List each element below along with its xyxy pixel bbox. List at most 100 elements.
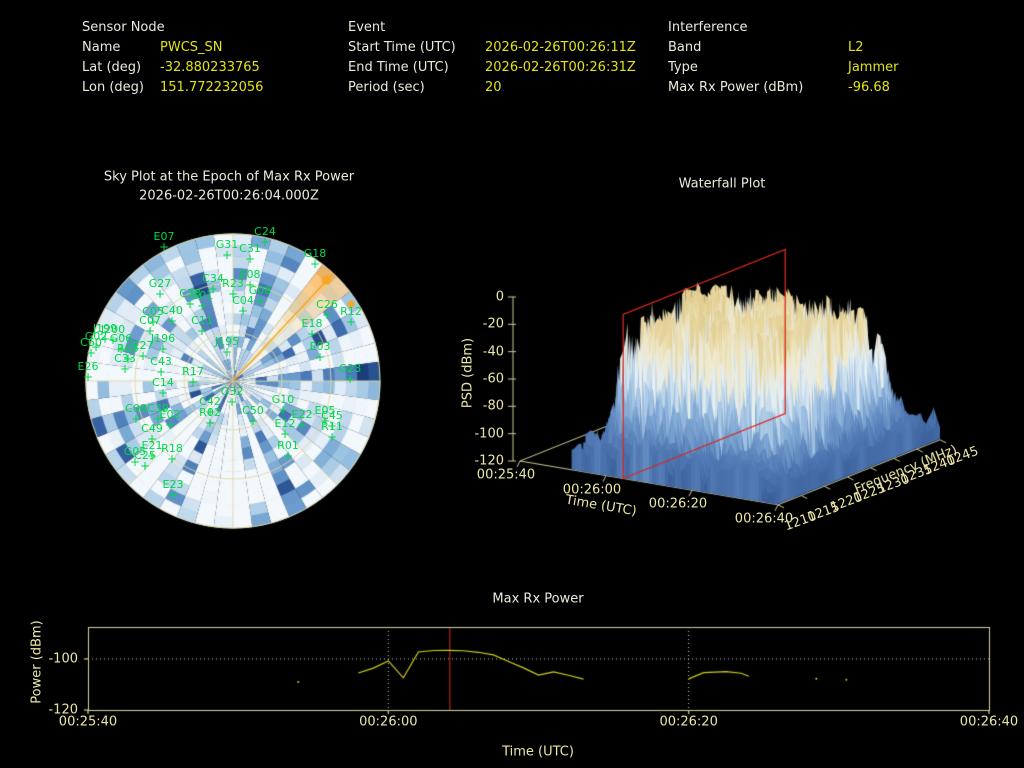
satellite-C49: C49 + (141, 422, 163, 446)
satellite-J196: J196 + (150, 332, 176, 356)
satellite-C45: C45 + (321, 409, 343, 433)
power-tick--120: -120 (48, 702, 78, 718)
waterfall-time-tick-0: 00:25:40 (476, 467, 536, 483)
start-time-label: Start Time (UTC) (348, 40, 456, 55)
satellite-G06: G06 + (109, 332, 133, 356)
sky-plot-canvas (75, 223, 395, 543)
satellite-C40: C40 + (161, 304, 183, 328)
satellite-marker: + (166, 314, 178, 328)
satellite-E21: E21 + (141, 439, 163, 463)
satellite-marker: + (319, 414, 331, 428)
satellite-J199: J199 + (92, 322, 118, 346)
satellite-marker: + (221, 345, 233, 359)
satellite-G31: G31 + (215, 238, 239, 262)
satellite-marker: + (122, 352, 134, 366)
period-value: 20 (485, 80, 502, 95)
satellite-marker: + (154, 287, 166, 301)
satellite-C24: C24 + (254, 225, 276, 249)
satellite-R23: R23 + (222, 277, 244, 301)
lon-label: Lon (deg) (82, 80, 144, 95)
satellite-E22: E22 + (291, 408, 313, 432)
satellite-marker: + (184, 297, 196, 311)
satellite-marker: + (296, 418, 308, 432)
event-title: Event (348, 20, 386, 35)
satellite-marker: + (115, 342, 127, 356)
satellite-marker: + (166, 452, 178, 466)
satellite-C11: C11 + (191, 314, 213, 338)
satellite-marker: + (119, 362, 131, 376)
satellite-marker: + (152, 412, 164, 426)
satellite-E12: E12 + (274, 417, 296, 441)
interference-type-row: Type Jammer (668, 58, 898, 78)
lon-value: 151.772232056 (160, 80, 264, 95)
period-label: Period (sec) (348, 80, 425, 95)
satellite-marker: + (247, 414, 259, 428)
satellite-marker: + (227, 287, 239, 301)
satellite-G08: G08 + (248, 284, 272, 308)
satellite-E27: E27 + (132, 339, 154, 363)
satellite-marker: + (277, 403, 289, 417)
satellite-G01: G01 + (190, 289, 214, 313)
satellite-C39: C39 + (147, 402, 169, 426)
satellite-R01: R01 + (277, 439, 299, 463)
satellite-C31: C31 + (239, 242, 261, 266)
satellite-J200: J200 + (100, 323, 126, 347)
max-rx-power-value: -96.68 (848, 80, 890, 95)
sensor-node-group: Sensor Node Name PWCS_SN Lat (deg) -32.8… (82, 18, 263, 98)
name-label: Name (82, 40, 121, 55)
satellite-marker: + (90, 340, 102, 354)
waterfall-canvas (424, 215, 1024, 555)
satellite-R05: R05 + (117, 342, 139, 366)
power-time-tick-20: 00:26:00 (359, 714, 418, 730)
satellite-marker: + (309, 257, 321, 271)
psd-tick-0: 0 (495, 289, 504, 305)
satellite-marker: + (282, 449, 294, 463)
satellite-marker: + (146, 449, 158, 463)
satellite-marker: + (244, 278, 256, 292)
satellite-marker: + (254, 294, 266, 308)
satellite-marker: + (221, 248, 233, 262)
satellite-E26: E26 + (77, 360, 99, 384)
lat-label: Lat (deg) (82, 60, 142, 75)
satellite-marker: + (155, 365, 167, 379)
power-time-tick-40: 00:26:20 (659, 714, 718, 730)
satellite-marker: + (85, 346, 97, 360)
satellite-E03: E03 + (309, 340, 331, 364)
satellite-R18: R18 + (161, 442, 183, 466)
power-tick--100: -100 (48, 651, 78, 667)
satellite-marker: + (147, 315, 159, 329)
satellite-marker: + (129, 455, 141, 469)
satellite-R11: R11 + (321, 420, 343, 444)
band-label: Band (668, 40, 702, 55)
satellite-G23: G23 + (338, 362, 362, 386)
sky-plot-subtitle: 2026-02-26T00:26:04.000Z (139, 188, 319, 204)
lat-value: -32.880233765 (160, 60, 260, 75)
satellite-marker: + (107, 333, 119, 347)
interference-power-row: Max Rx Power (dBm) -96.68 (668, 78, 898, 98)
time-axis-label: Time (UTC) (502, 744, 574, 760)
satellite-marker: + (187, 375, 199, 389)
satellite-marker: + (326, 430, 338, 444)
satellite-marker: + (279, 427, 291, 441)
sensor-node-lon-row: Lon (deg) 151.772232056 (82, 78, 263, 98)
satellite-E08: E08 + (239, 268, 261, 292)
waterfall-psd-axis-label: PSD (dBm) (460, 337, 476, 409)
band-value: L2 (848, 40, 864, 55)
name-value: PWCS_SN (160, 40, 223, 55)
sky-plot-title: Sky Plot at the Epoch of Max Rx Power (103, 169, 355, 185)
sensor-node-name-row: Name PWCS_SN (82, 38, 263, 58)
satellite-C08: C08 + (125, 402, 147, 426)
satellite-marker: + (144, 324, 156, 338)
satellite-R12: R12 + (340, 305, 362, 329)
satellite-C42: C42 + (199, 395, 221, 419)
satellite-G10: G10 + (271, 393, 295, 417)
satellite-C25: C25 + (134, 449, 156, 473)
satellite-marker: + (130, 412, 142, 426)
satellite-G32: G32 + (220, 385, 244, 409)
waterfall-time-tick-40: 00:26:20 (648, 496, 708, 512)
satellite-marker: + (196, 324, 208, 338)
end-time-value: 2026-02-26T00:26:31Z (485, 60, 636, 75)
power-axis-label: Power (dBm) (29, 620, 45, 704)
satellite-marker: + (344, 372, 356, 386)
